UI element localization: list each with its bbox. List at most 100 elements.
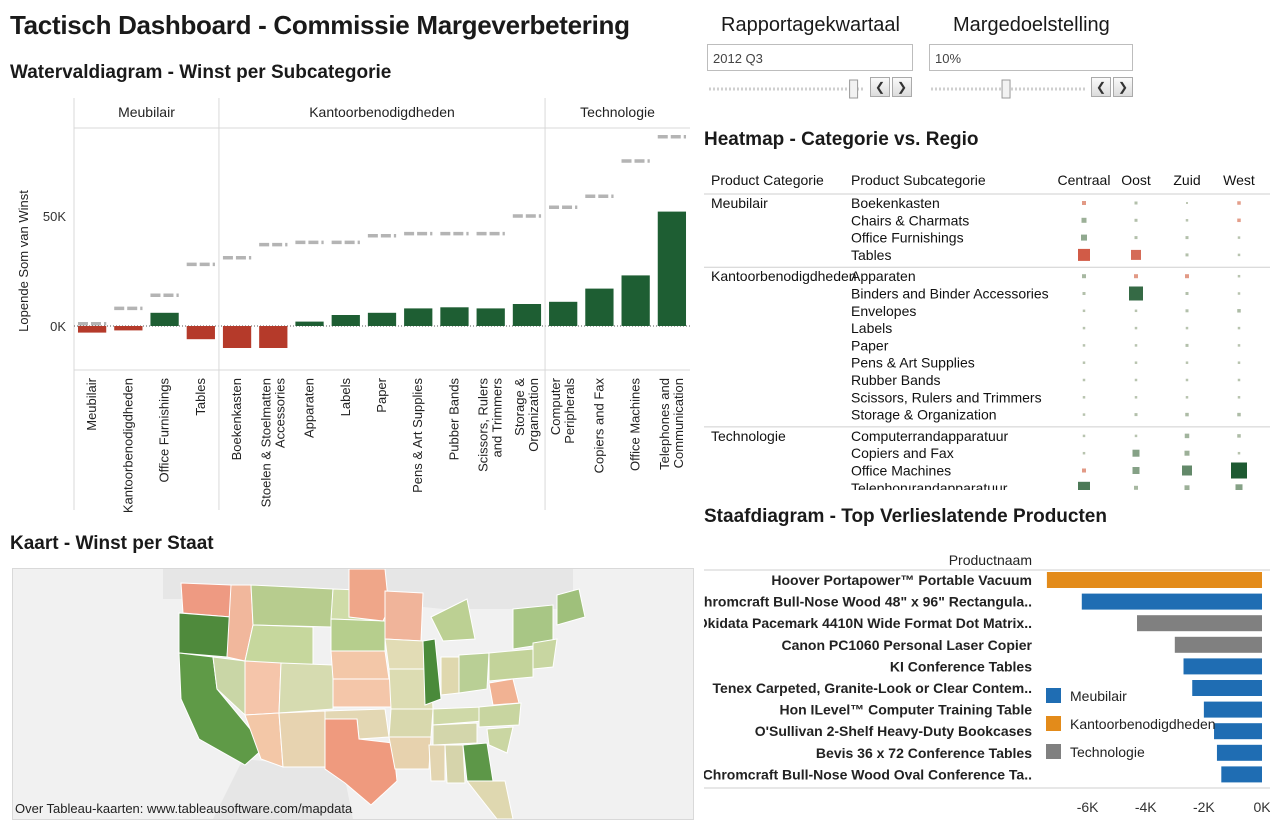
waterfall-y-tick: 50K bbox=[43, 209, 66, 224]
heatmap-cell bbox=[1185, 219, 1189, 222]
heatmap-cell bbox=[1082, 292, 1086, 295]
heatmap-cell bbox=[1134, 326, 1138, 330]
waterfall-bar bbox=[549, 301, 578, 326]
quarter-input[interactable]: 2012 Q3 bbox=[707, 44, 913, 71]
waterfall-x-label: Office Furnishings bbox=[157, 378, 172, 483]
bar-x-tick: -6K bbox=[1077, 799, 1099, 815]
map-title: Kaart - Winst per Staat bbox=[10, 533, 214, 554]
quarter-label: Rapportagekwartaal bbox=[721, 14, 900, 36]
heatmap-cell bbox=[1237, 326, 1241, 330]
heatmap-cell bbox=[1082, 326, 1086, 330]
state-map[interactable]: Over Tableau-kaarten: www.tableausoftwar… bbox=[12, 568, 694, 820]
quarter-next-button[interactable]: ❯ bbox=[892, 77, 912, 97]
heatmap-subcategory-label: Binders and Binder Accessories bbox=[851, 286, 1049, 302]
waterfall-y-label: Lopende Som van Winst bbox=[16, 190, 31, 332]
bar-mark bbox=[1137, 615, 1262, 632]
heatmap-cell bbox=[1082, 378, 1086, 382]
quarter-slider[interactable] bbox=[707, 78, 867, 100]
heatmap-subcategory-label: Office Furnishings bbox=[851, 230, 964, 246]
heatmap-subcategory-label: Paper bbox=[851, 337, 889, 353]
heatmap-cell bbox=[1237, 309, 1241, 313]
top-loss-bar-chart: Productnaam Hoover Portapower™ Portable V… bbox=[704, 552, 1270, 815]
target-input[interactable]: 10% bbox=[929, 44, 1133, 71]
heatmap-cell bbox=[1185, 236, 1189, 240]
waterfall-group-header: Kantoorbenodigdheden bbox=[309, 104, 455, 120]
heatmap-category-label: Meubilair bbox=[711, 195, 768, 211]
heatmap-cell bbox=[1082, 309, 1086, 313]
heatmap-cell bbox=[1134, 434, 1138, 438]
heatmap-cell bbox=[1134, 344, 1138, 347]
heatmap-cell bbox=[1082, 274, 1086, 279]
barchart-title: Staafdiagram - Top Verlieslatende Produc… bbox=[704, 506, 1107, 527]
waterfall-bar bbox=[440, 307, 469, 326]
heatmap-subcategory-label: Telephonırandapparatuur bbox=[851, 480, 1008, 490]
heatmap-cell bbox=[1131, 249, 1141, 260]
legend-swatch bbox=[1046, 744, 1061, 759]
heatmap-cell bbox=[1134, 361, 1138, 364]
waterfall-bar bbox=[404, 308, 433, 326]
waterfall-x-label: Boekenkasten bbox=[229, 378, 244, 460]
waterfall-x-label: Scissors, Rulers bbox=[476, 378, 491, 472]
waterfall-x-label: Kantoorbenodigdheden bbox=[120, 378, 135, 512]
heatmap-cell bbox=[1132, 449, 1140, 457]
heatmap-subcategory-label: Boekenkasten bbox=[851, 195, 940, 211]
dashboard-title: Tactisch Dashboard - Commissie Margeverb… bbox=[10, 10, 630, 40]
bar-product-label: Chromcraft Bull-Nose Wood 48" x 96" Rect… bbox=[704, 594, 1032, 610]
heatmap-subcategory-label: Copiers and Fax bbox=[851, 445, 954, 461]
waterfall-x-label: Accessories bbox=[272, 378, 287, 449]
bar-x-tick: 0K bbox=[1253, 799, 1270, 815]
target-slider[interactable] bbox=[929, 78, 1089, 100]
bar-product-label: Chromcraft Bull-Nose Wood Oval Conferenc… bbox=[704, 766, 1032, 782]
heatmap-column-header: Centraal bbox=[1058, 172, 1111, 188]
us-map-graphic bbox=[13, 569, 693, 819]
waterfall-x-label: Computer bbox=[548, 377, 563, 435]
heatmap-title: Heatmap - Categorie vs. Regio bbox=[704, 129, 979, 150]
heatmap-cell bbox=[1185, 343, 1189, 347]
heatmap-subcategory-label: Scissors, Rulers and Trimmers bbox=[851, 389, 1042, 405]
map-footer[interactable]: Over Tableau-kaarten: www.tableausoftwar… bbox=[15, 801, 353, 816]
waterfall-x-label: Peripherals bbox=[562, 378, 577, 444]
quarter-prev-button[interactable]: ❮ bbox=[870, 77, 890, 97]
bar-product-label: Hon ILevel™ Computer Training Table bbox=[779, 702, 1032, 718]
waterfall-bar bbox=[331, 315, 360, 326]
heatmap-chart: Product Categorie Product Subcategorie Cen… bbox=[704, 172, 1270, 490]
heatmap-cell bbox=[1237, 292, 1241, 295]
waterfall-x-label: Telephones and bbox=[657, 378, 672, 470]
bar-product-label: Tenex Carpeted, Granite-Look or Clear Co… bbox=[713, 680, 1032, 696]
heatmap-cell bbox=[1237, 396, 1241, 399]
bar-mark bbox=[1203, 701, 1262, 718]
heatmap-subcategory-label: Rubber Bands bbox=[851, 372, 941, 388]
heatmap-cell bbox=[1237, 344, 1241, 347]
heatmap-cell bbox=[1185, 292, 1189, 295]
bar-product-label: Bevis 36 x 72 Conference Tables bbox=[816, 745, 1032, 761]
heatmap-subcategory-label: Computerrandapparatuur bbox=[851, 428, 1009, 444]
target-next-button[interactable]: ❯ bbox=[1113, 77, 1133, 97]
bar-x-tick: -4K bbox=[1135, 799, 1157, 815]
heatmap-cell bbox=[1185, 378, 1189, 382]
heatmap-cell bbox=[1185, 309, 1189, 313]
heatmap-cell bbox=[1082, 413, 1086, 416]
quarter-slider-thumb[interactable] bbox=[849, 79, 859, 99]
heatmap-header-category: Product Categorie bbox=[711, 172, 824, 188]
waterfall-title: Watervaldiagram - Winst per Subcategorie bbox=[10, 62, 392, 83]
legend-swatch bbox=[1046, 688, 1061, 703]
heatmap-cell bbox=[1237, 253, 1241, 257]
bar-mark bbox=[1216, 744, 1262, 761]
heatmap-cell bbox=[1134, 378, 1138, 382]
target-prev-button[interactable]: ❮ bbox=[1091, 77, 1111, 97]
waterfall-x-label: Stoelen & Stoelmatten bbox=[258, 378, 273, 507]
waterfall-x-label: Office Machines bbox=[628, 378, 643, 471]
heatmap-cell bbox=[1235, 484, 1243, 490]
waterfall-bar bbox=[186, 326, 215, 340]
waterfall-bar bbox=[259, 326, 288, 348]
waterfall-bar bbox=[77, 326, 107, 333]
target-slider-thumb[interactable] bbox=[1001, 79, 1011, 99]
heatmap-cell bbox=[1082, 344, 1086, 347]
heatmap-cell bbox=[1082, 361, 1086, 364]
waterfall-x-label: Organization bbox=[526, 378, 541, 452]
bar-header: Productnaam bbox=[949, 552, 1032, 568]
bar-mark bbox=[1192, 680, 1262, 696]
heatmap-cell bbox=[1134, 413, 1138, 417]
bar-product-label: Hoover Portapower™ Portable Vacuum bbox=[771, 572, 1032, 588]
waterfall-bar bbox=[657, 211, 687, 326]
